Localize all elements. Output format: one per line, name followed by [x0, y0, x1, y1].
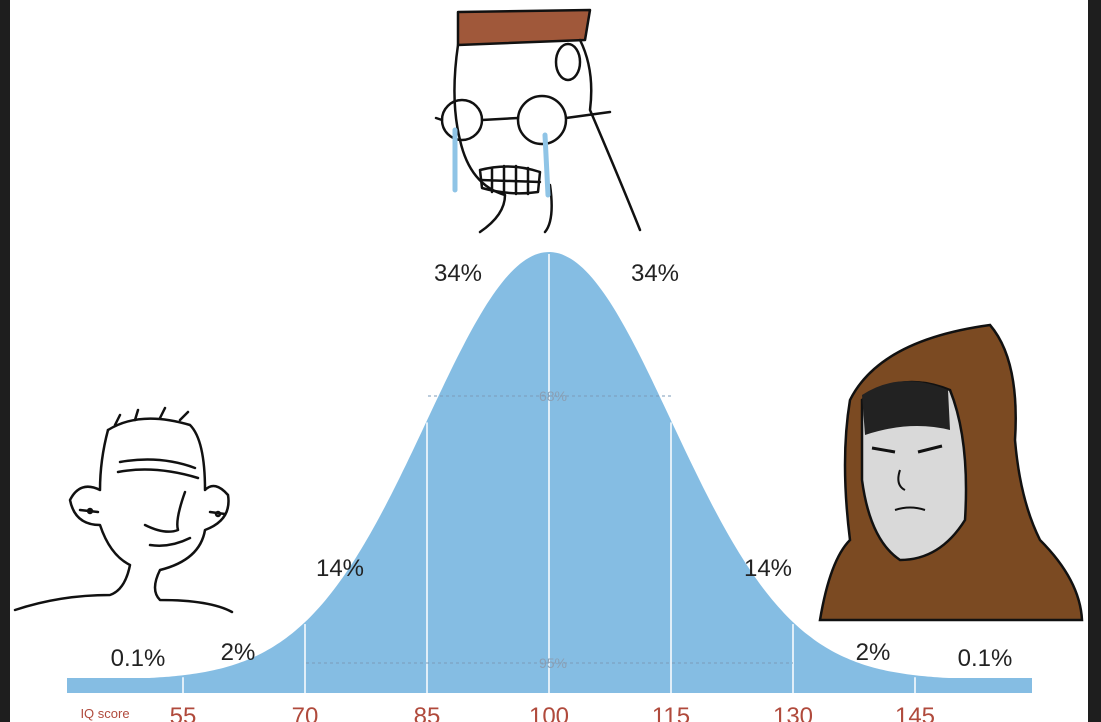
sd-lines: [182, 254, 916, 693]
labels: 0.1% 2% 14% 34% 34% 14% 2% 0.1% IQ score 55 70 85 10…: [80, 260, 1012, 722]
percentage-label: 14%: [316, 555, 364, 582]
x-tick-label: 145: [895, 703, 935, 722]
x-tick-label: 55: [170, 703, 197, 722]
bracket-label: 95%: [539, 655, 567, 671]
left-figure: [13, 406, 234, 614]
x-tick-label: 85: [414, 703, 441, 722]
percentage-label: 2%: [856, 639, 891, 666]
x-tick-label: 130: [773, 703, 813, 722]
x-tick-label: 115: [652, 703, 690, 722]
percentage-label: 14%: [744, 555, 792, 582]
axis-label: IQ score: [80, 706, 129, 721]
x-tick-label: 70: [292, 703, 319, 722]
right-figure: [818, 323, 1084, 622]
percentage-label: 34%: [631, 260, 679, 287]
percentage-label: 34%: [434, 260, 482, 287]
bracket-label: 68%: [539, 388, 567, 404]
percentage-label: 0.1%: [111, 645, 166, 672]
percentage-label: 2%: [221, 639, 256, 666]
center-figure: [434, 8, 642, 234]
percentage-label: 0.1%: [958, 645, 1013, 672]
x-tick-label: 100: [529, 703, 569, 722]
